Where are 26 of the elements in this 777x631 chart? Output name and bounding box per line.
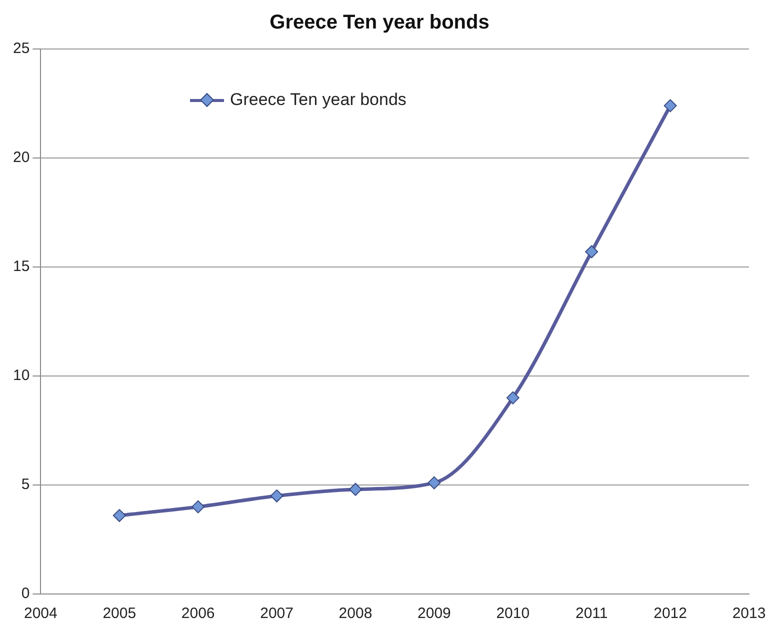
y-tick-label: 0 [21,585,30,602]
y-tick-label: 25 [12,40,30,58]
x-tick-label: 2004 [24,605,58,622]
legend-label: Greece Ten year bonds [230,90,406,110]
x-tick-label: 2010 [496,605,530,622]
y-tick-label: 5 [21,476,30,494]
y-tick-label: 10 [12,367,30,384]
point [270,489,284,502]
x-tick-label: 2013 [732,605,766,622]
point [585,245,598,258]
point [112,509,126,522]
x-tick-label: 2011 [575,605,608,622]
x-tick-label: 2005 [102,605,136,622]
point [428,476,441,490]
x-tick-label: 2012 [654,605,687,622]
x-tick-label: 2007 [260,605,294,622]
x-tick-label: 2009 [418,605,451,622]
x-tick-label: 2006 [181,605,215,622]
y-tick-label: 20 [12,149,30,166]
x-tick-label: 2008 [338,605,372,622]
point [192,500,205,514]
point [506,391,520,404]
y-tick-label: 15 [12,258,30,276]
point [348,482,362,496]
chart-title: Greece Ten year bonds [270,12,490,34]
point [664,99,677,112]
